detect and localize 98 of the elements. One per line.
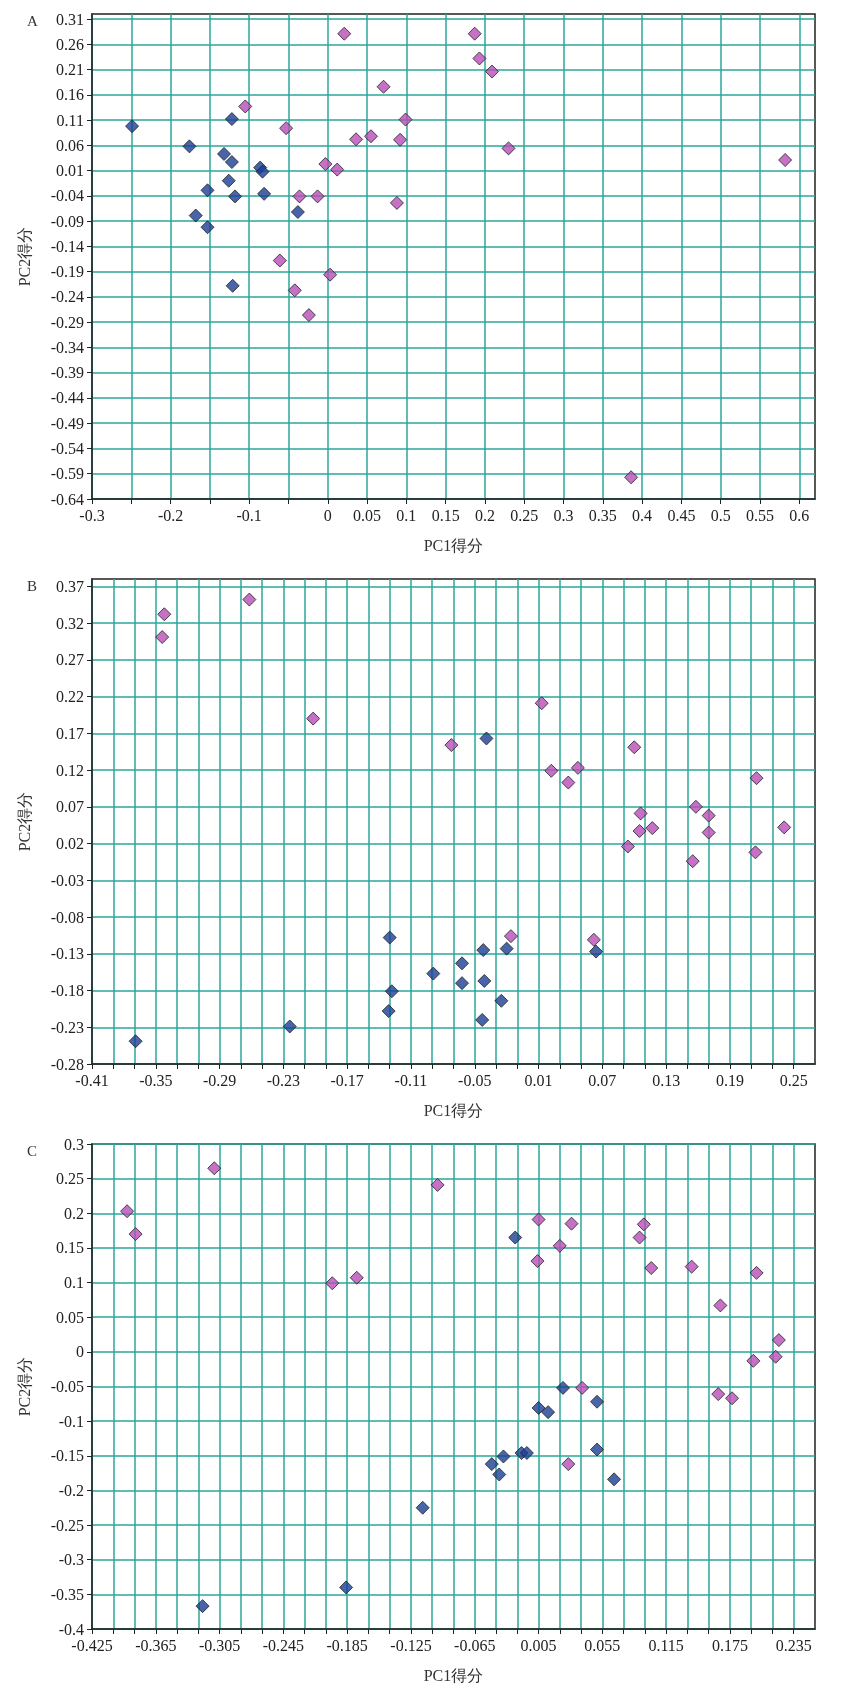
x-tick-label: -0.2 xyxy=(157,506,184,524)
y-tick-label: 0.22 xyxy=(56,688,84,706)
y-tick-label: -0.44 xyxy=(50,389,84,407)
y-tick-label: -0.03 xyxy=(50,871,84,889)
x-tick-label: 0.13 xyxy=(652,1071,681,1089)
x-axis-title: PC1得分 xyxy=(423,536,484,554)
x-tick-label: 0.25 xyxy=(510,506,539,524)
y-tick-label: -0.64 xyxy=(50,490,84,508)
x-tick-label: 0.6 xyxy=(789,506,810,524)
x-tick-label: 0.05 xyxy=(353,506,382,524)
x-tick-label: 0.175 xyxy=(711,1636,748,1654)
y-axis-title: PC2得分 xyxy=(15,226,33,287)
y-tick-label: 0.06 xyxy=(56,136,84,154)
x-tick-label: 0.115 xyxy=(648,1636,684,1654)
y-tick-label: -0.19 xyxy=(50,263,84,281)
chart-title: A xyxy=(27,12,38,29)
x-tick-label: -0.29 xyxy=(202,1071,237,1089)
x-tick-label: 0.01 xyxy=(524,1071,553,1089)
x-tick-label: -0.365 xyxy=(135,1636,177,1654)
x-tick-label: 0.1 xyxy=(396,506,417,524)
y-tick-label: 0.37 xyxy=(56,577,84,595)
chart-title: B xyxy=(27,577,38,594)
y-tick-label: -0.24 xyxy=(50,288,84,306)
y-tick-label: -0.28 xyxy=(50,1055,84,1073)
y-tick-label: -0.59 xyxy=(50,465,84,483)
y-tick-label: 0.16 xyxy=(56,86,84,104)
x-tick-label: 0.005 xyxy=(520,1636,557,1654)
x-tick-label: 0.055 xyxy=(584,1636,621,1654)
x-tick-label: 0.235 xyxy=(775,1636,812,1654)
x-tick-label: 0.35 xyxy=(588,506,617,524)
x-tick-label: 0.55 xyxy=(745,506,774,524)
y-tick-label: -0.2 xyxy=(58,1481,84,1499)
x-tick-label: -0.245 xyxy=(262,1636,305,1654)
y-tick-label: 0.1 xyxy=(64,1274,84,1292)
x-tick-label: -0.11 xyxy=(394,1071,428,1089)
y-tick-label: 0.15 xyxy=(56,1239,84,1257)
y-tick-label: 0.11 xyxy=(56,111,84,129)
y-tick-label: -0.14 xyxy=(50,237,84,255)
y-tick-label: -0.18 xyxy=(50,982,84,1000)
y-tick-label: -0.15 xyxy=(50,1447,84,1465)
x-tick-label: 0.25 xyxy=(779,1071,808,1089)
x-tick-label: 0.3 xyxy=(553,506,574,524)
y-tick-label: -0.4 xyxy=(58,1620,84,1638)
y-tick-label: 0.21 xyxy=(56,61,84,79)
y-tick-label: -0.05 xyxy=(50,1378,84,1395)
y-tick-label: -0.25 xyxy=(50,1516,84,1534)
y-tick-label: -0.39 xyxy=(50,364,84,382)
x-tick-label: 0.5 xyxy=(710,506,731,524)
x-tick-label: -0.305 xyxy=(198,1636,241,1654)
y-tick-label: -0.29 xyxy=(50,313,84,331)
y-tick-label: 0.12 xyxy=(56,761,84,779)
y-tick-label: -0.49 xyxy=(50,414,84,432)
y-tick-label: 0.25 xyxy=(56,1170,84,1188)
y-tick-label: 0 xyxy=(76,1343,84,1361)
y-tick-label: -0.3 xyxy=(58,1551,84,1569)
y-tick-label: 0.32 xyxy=(56,614,84,632)
x-tick-label: 0.4 xyxy=(632,506,653,524)
y-tick-label: 0.02 xyxy=(56,835,84,853)
y-tick-label: 0.01 xyxy=(56,162,84,180)
x-tick-label: 0 xyxy=(323,506,332,524)
y-tick-label: 0.2 xyxy=(64,1204,84,1222)
y-tick-label: -0.35 xyxy=(50,1585,84,1603)
y-tick-label: 0.3 xyxy=(64,1135,84,1153)
x-tick-label: -0.1 xyxy=(236,506,262,524)
x-axis-title: PC1得分 xyxy=(423,1666,484,1684)
x-tick-label: 0.45 xyxy=(667,506,696,524)
y-tick-label: 0.05 xyxy=(56,1308,84,1326)
x-tick-label: -0.05 xyxy=(458,1071,492,1089)
x-tick-label: -0.065 xyxy=(454,1636,496,1654)
x-tick-label: -0.125 xyxy=(390,1636,432,1654)
y-tick-label: -0.08 xyxy=(50,908,84,926)
y-tick-label: -0.23 xyxy=(50,1018,84,1036)
y-tick-label: -0.09 xyxy=(50,212,84,230)
x-tick-label: -0.23 xyxy=(266,1071,301,1089)
y-axis-title: PC2得分 xyxy=(15,791,33,852)
x-tick-label: -0.425 xyxy=(71,1636,113,1654)
y-tick-label: 0.27 xyxy=(56,651,84,669)
x-tick-label: 0.07 xyxy=(588,1071,617,1089)
x-tick-label: -0.17 xyxy=(330,1071,364,1089)
x-tick-label: -0.41 xyxy=(75,1071,109,1089)
x-tick-label: -0.35 xyxy=(139,1071,173,1089)
x-tick-label: 0.2 xyxy=(474,506,495,524)
y-tick-label: -0.54 xyxy=(50,439,84,457)
y-tick-label: -0.04 xyxy=(50,187,84,205)
chart-title: C xyxy=(27,1142,38,1159)
y-axis-title: PC2得分 xyxy=(15,1356,33,1417)
x-axis-title: PC1得分 xyxy=(423,1101,484,1119)
y-tick-label: 0.17 xyxy=(56,724,84,742)
y-tick-label: 0.26 xyxy=(56,35,84,53)
y-tick-label: -0.1 xyxy=(58,1412,84,1430)
y-tick-label: 0.07 xyxy=(56,798,84,816)
y-tick-label: -0.13 xyxy=(50,945,84,963)
x-tick-label: 0.19 xyxy=(715,1071,744,1089)
y-tick-label: -0.34 xyxy=(50,338,84,356)
x-tick-label: -0.185 xyxy=(326,1636,368,1654)
x-tick-label: -0.3 xyxy=(79,506,105,524)
x-tick-label: 0.15 xyxy=(431,506,460,524)
y-tick-label: 0.31 xyxy=(56,10,84,28)
